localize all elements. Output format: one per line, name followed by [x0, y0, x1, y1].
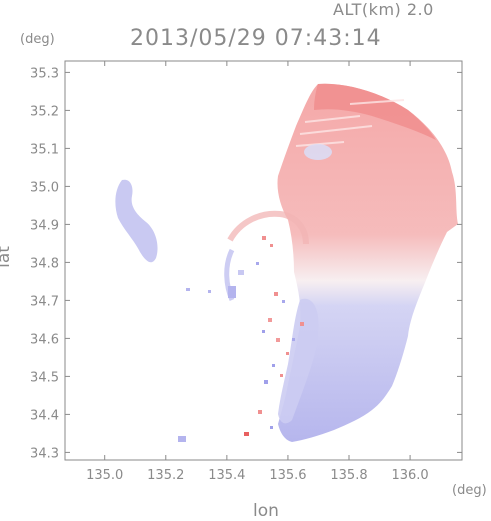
echo-field	[115, 83, 458, 443]
y-tick-label: 34.8	[30, 256, 59, 271]
x-axis-unit: (deg)	[452, 483, 487, 498]
north-streaks	[295, 99, 405, 147]
y-tick-label: 34.5	[30, 370, 59, 385]
y-tick-label: 34.7	[30, 294, 59, 309]
y-tick-label: 35.3	[30, 66, 59, 81]
western-echo	[115, 179, 158, 263]
y-tick-label: 35.1	[30, 142, 59, 157]
x-tick-label: 135.2	[147, 468, 184, 483]
y-tick-label: 34.3	[30, 446, 59, 461]
north-blue-patch	[304, 144, 332, 160]
y-tick-label: 35.2	[30, 104, 59, 119]
x-tick-label: 135.0	[86, 468, 123, 483]
x-axis-label: lon	[253, 501, 279, 521]
south-small-echo	[178, 436, 186, 442]
x-tick-label: 135.6	[269, 468, 306, 483]
y-tick-label: 34.9	[30, 218, 59, 233]
y-axis: 34.3 34.4 34.5 34.6 34.7 34.8 34.9 35.0 35.1 35.2…	[30, 66, 462, 461]
x-tick-label: 135.4	[208, 468, 245, 483]
y-tick-label: 34.4	[30, 408, 59, 423]
altitude-label: ALT(km) 2.0	[333, 0, 434, 19]
west-echo-area	[278, 298, 319, 424]
main-echo-area	[277, 83, 458, 443]
timestamp-title: 2013/05/29 07:43:14	[130, 26, 382, 51]
y-tick-label: 35.0	[30, 180, 59, 195]
x-tick-label: 135.8	[330, 468, 367, 483]
scatter-echoes	[186, 236, 304, 436]
plot-frame	[64, 60, 463, 461]
north-rim	[314, 83, 436, 140]
ring-echo	[227, 210, 309, 245]
y-tick-label: 34.6	[30, 332, 59, 347]
x-tick-label: 136.0	[391, 468, 428, 483]
y-axis-unit: (deg)	[20, 32, 55, 47]
x-axis: 135.0 135.2 135.4 135.6 135.8 136.0	[86, 61, 429, 483]
